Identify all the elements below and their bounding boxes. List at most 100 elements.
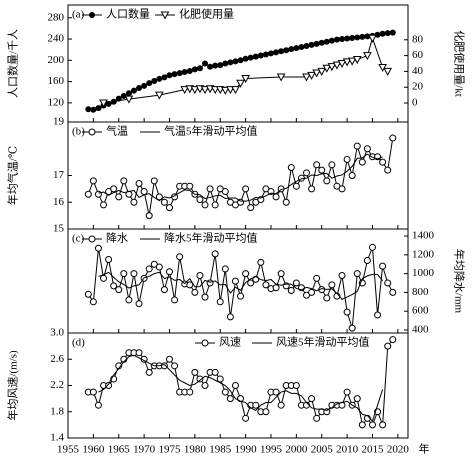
- legend-label: 气温5年滑动平均值: [164, 124, 258, 138]
- point: [141, 82, 148, 89]
- point: [343, 155, 351, 163]
- point: [312, 69, 321, 78]
- y2-tick-label: 0: [412, 97, 418, 109]
- y-tick-label: 17: [53, 169, 65, 181]
- point: [151, 78, 158, 85]
- point: [89, 177, 97, 185]
- point: [165, 204, 173, 212]
- point: [272, 284, 280, 292]
- point: [332, 61, 342, 70]
- y2-tick-label: 1000: [412, 267, 435, 279]
- point: [242, 185, 250, 193]
- point: [389, 29, 396, 36]
- point: [160, 286, 168, 294]
- point: [352, 56, 362, 65]
- point: [120, 270, 128, 278]
- point: [186, 388, 194, 396]
- point: [135, 180, 143, 188]
- point: [90, 106, 97, 113]
- y-tick-label: 240: [48, 33, 65, 45]
- point: [287, 287, 295, 295]
- point: [288, 46, 295, 53]
- point: [115, 193, 123, 201]
- point: [94, 401, 102, 409]
- point: [298, 44, 305, 51]
- point: [237, 292, 245, 300]
- point: [196, 65, 203, 72]
- y-tick-label: 2.6: [50, 353, 64, 365]
- point: [155, 263, 163, 271]
- point: [231, 277, 239, 285]
- series-line: [98, 354, 384, 422]
- point: [130, 270, 138, 278]
- point: [241, 75, 250, 84]
- point: [317, 67, 327, 76]
- point: [207, 63, 214, 70]
- y2-tick-label: 400: [412, 324, 429, 336]
- y-tick-label: 15: [53, 223, 65, 235]
- point: [267, 50, 274, 57]
- point: [342, 58, 352, 67]
- point: [353, 142, 361, 150]
- point: [328, 37, 335, 44]
- point: [313, 40, 320, 47]
- point: [89, 12, 95, 18]
- point: [318, 39, 325, 46]
- point: [242, 55, 249, 62]
- y-tick-label: 2.2: [50, 379, 64, 391]
- point: [165, 268, 173, 276]
- panel-label: (a): [72, 9, 85, 21]
- point: [88, 235, 96, 243]
- point: [125, 90, 132, 97]
- point: [303, 169, 311, 177]
- point: [247, 54, 254, 61]
- point: [379, 158, 387, 166]
- panel-frame: [67, 121, 409, 230]
- point: [150, 177, 158, 185]
- point: [88, 128, 96, 136]
- point: [211, 201, 219, 209]
- y2-axis-label: 年均降水/mm: [452, 249, 466, 314]
- x-tick-label: 1990: [235, 444, 258, 456]
- point: [354, 34, 361, 41]
- point: [347, 57, 357, 66]
- point: [221, 388, 229, 396]
- point: [190, 86, 200, 95]
- point: [292, 182, 300, 190]
- point: [146, 80, 153, 87]
- point: [206, 279, 214, 287]
- y2-tick-label: 1400: [412, 230, 435, 242]
- point: [211, 368, 219, 376]
- point: [89, 388, 97, 396]
- point: [216, 375, 224, 383]
- point: [327, 63, 337, 72]
- point: [202, 60, 209, 67]
- point: [368, 243, 376, 251]
- x-tick-label: 2020: [387, 444, 410, 456]
- legend-label: 风速5年滑动平均值: [276, 335, 370, 349]
- point: [210, 86, 220, 95]
- point: [353, 270, 361, 278]
- point: [247, 204, 255, 212]
- point: [262, 281, 270, 289]
- point: [368, 34, 377, 43]
- y-tick-label: 1.4: [50, 432, 64, 444]
- legend-label: 化肥使用量: [179, 7, 234, 21]
- point: [252, 53, 259, 60]
- point: [338, 185, 346, 193]
- legend-label: 气温: [106, 124, 128, 138]
- y2-tick-label: 600: [412, 305, 429, 317]
- point: [105, 382, 113, 389]
- y-axis-label: 人口数量/千人: [7, 29, 20, 98]
- point: [313, 414, 321, 422]
- point: [100, 201, 108, 209]
- point: [222, 60, 229, 67]
- point: [323, 177, 331, 185]
- point: [359, 33, 366, 40]
- point: [180, 86, 190, 95]
- x-tick-label: 1970: [133, 444, 156, 456]
- point: [363, 52, 372, 61]
- y-tick-label: 1.8: [50, 405, 64, 417]
- point: [308, 41, 315, 48]
- x-tick-label: 1985: [209, 444, 232, 456]
